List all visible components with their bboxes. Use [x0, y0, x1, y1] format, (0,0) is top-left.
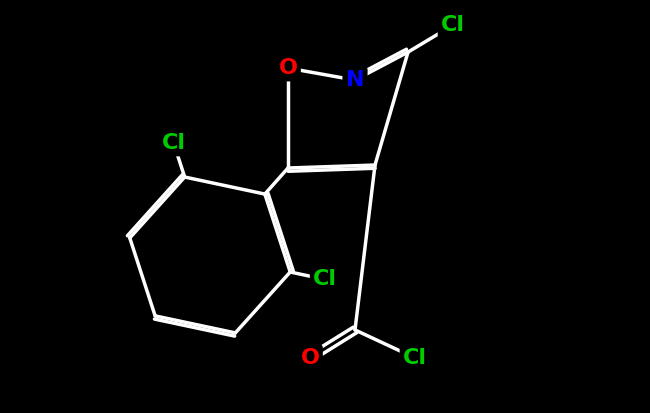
Text: O: O: [278, 58, 298, 78]
Text: Cl: Cl: [162, 133, 186, 153]
Text: Cl: Cl: [313, 269, 337, 290]
Text: Cl: Cl: [403, 348, 427, 368]
Text: N: N: [346, 70, 364, 90]
Text: Cl: Cl: [441, 15, 465, 35]
Text: O: O: [300, 348, 320, 368]
